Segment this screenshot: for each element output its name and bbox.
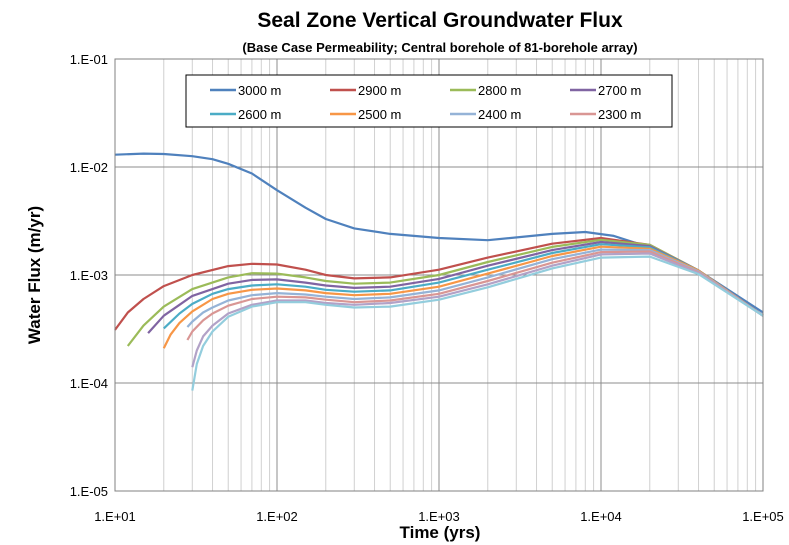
x-tick-label: 1.E+05 (742, 509, 784, 524)
legend-label: 2400 m (478, 107, 521, 122)
plot-series (114, 152, 764, 391)
y-tick-label: 1.E-02 (70, 160, 108, 175)
legend-box (185, 74, 673, 128)
series-line-5 (163, 243, 764, 330)
x-axis-title: Time (yrs) (400, 523, 481, 542)
plot-area-frame (114, 58, 764, 492)
series-line-4 (147, 240, 764, 334)
series-line-8 (186, 250, 764, 341)
series-line-3 (126, 238, 764, 347)
legend-label: 2500 m (358, 107, 401, 122)
chart-subtitle: (Base Case Permeability; Central borehol… (242, 40, 637, 55)
y-tick-label: 1.E-01 (70, 52, 108, 67)
legend-label: 3000 m (238, 83, 281, 98)
gridlines (114, 58, 764, 492)
legend-label: 2600 m (238, 107, 281, 122)
legend-label: 2900 m (358, 83, 401, 98)
series-line-10 (191, 255, 764, 391)
tick-labels: 1.E+01 1.E+02 1.E+03 1.E+04 1.E+05 1.E-05 1.E-… (70, 52, 784, 524)
legend-label: 2800 m (478, 83, 521, 98)
legend-label: 2300 m (598, 107, 641, 122)
y-axis-title: Water Flux (m/yr) (25, 206, 44, 344)
legend-label: 2700 m (598, 83, 641, 98)
series-line-1 (114, 152, 764, 314)
x-tick-label: 1.E+04 (580, 509, 622, 524)
legend: 3000 m 2900 m 2800 m 2700 m 2600 m 2500 m 2400… (185, 74, 673, 128)
x-tick-label: 1.E+01 (94, 509, 136, 524)
x-tick-label: 1.E+02 (256, 509, 298, 524)
x-tick-label: 1.E+03 (418, 509, 460, 524)
y-tick-label: 1.E-04 (70, 376, 108, 391)
y-tick-label: 1.E-05 (70, 484, 108, 499)
series-line-9 (191, 252, 764, 368)
series-line-7 (186, 248, 764, 328)
series-line-6 (162, 245, 764, 349)
y-tick-label: 1.E-03 (70, 268, 108, 283)
chart-title: Seal Zone Vertical Groundwater Flux (257, 9, 623, 32)
series-line-2 (114, 236, 764, 331)
